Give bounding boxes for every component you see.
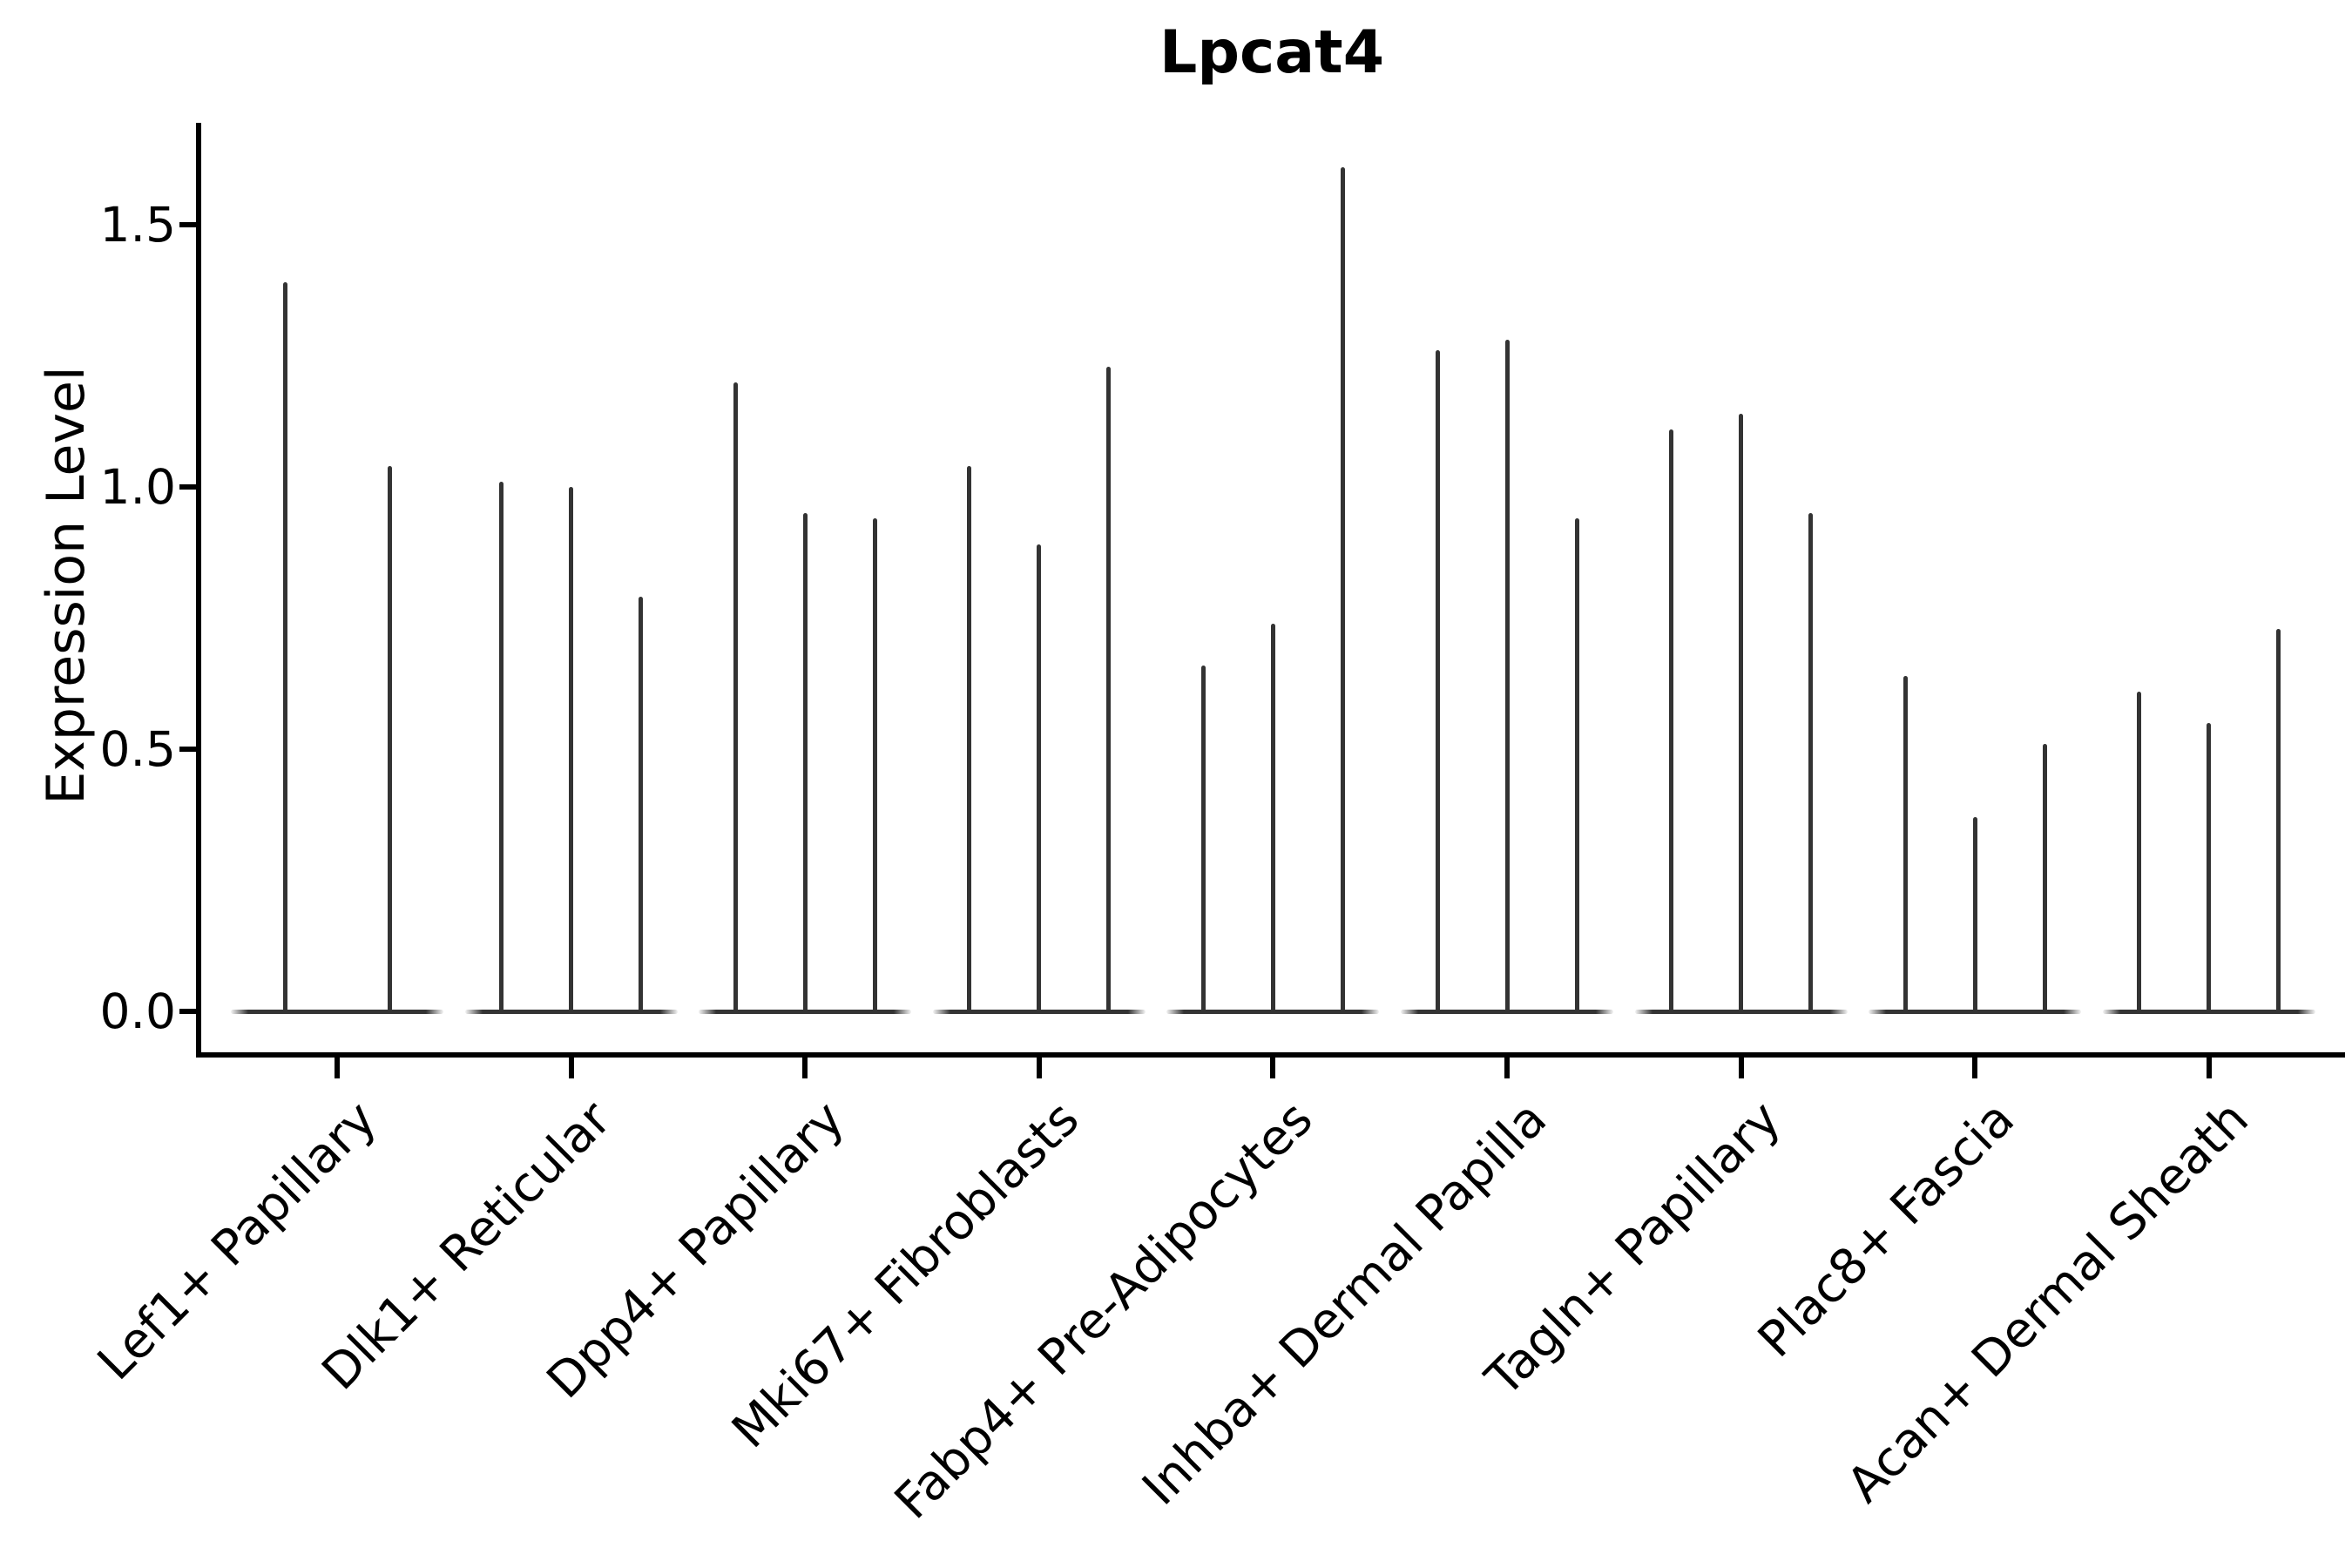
x-axis-category-label: Fabp4+ Pre-Adipocytes (883, 1091, 1324, 1531)
x-tick-mark (1036, 1058, 1042, 1078)
violin-spike (499, 481, 504, 1013)
x-axis-category-label: Acan+ Dermal Sheath (1836, 1091, 2260, 1514)
violin-spike (1037, 544, 1042, 1013)
violin-spike (569, 487, 574, 1013)
violin-spike (1808, 513, 1814, 1013)
violin-spike (2042, 743, 2047, 1013)
violin-spike (1504, 340, 1510, 1013)
violin-spike (1574, 518, 1579, 1013)
y-tick-mark (179, 222, 196, 227)
y-tick-mark (179, 747, 196, 752)
x-tick-mark (1738, 1058, 1744, 1078)
y-tick-label: 0.0 (99, 983, 176, 1039)
violin-spike (387, 465, 392, 1013)
violin-spike (733, 382, 738, 1013)
y-tick-label: 0.5 (99, 721, 176, 777)
violin-spike (2137, 691, 2142, 1013)
x-tick-mark (568, 1058, 574, 1078)
violin-base (231, 1009, 443, 1014)
violin-spike (872, 518, 877, 1013)
x-tick-mark (1504, 1058, 1510, 1078)
violin-spike (1739, 413, 1744, 1013)
violin-spike (1200, 665, 1206, 1013)
x-axis-spine (196, 1052, 2345, 1058)
violin-spike (967, 465, 972, 1013)
x-axis-category-label: Inhba+ Dermal Papilla (1132, 1091, 1558, 1517)
violin-spike (639, 597, 644, 1013)
y-tick-label: 1.5 (99, 197, 176, 253)
violin-spike (1106, 366, 1112, 1013)
violin-spike (1270, 623, 1275, 1013)
x-tick-mark (335, 1058, 340, 1078)
violin-spike (1340, 166, 1345, 1013)
violin-spike (1435, 350, 1440, 1013)
chart-title: Lpcat4 (1159, 18, 1385, 87)
y-tick-mark (179, 484, 196, 490)
violin-spike (282, 282, 287, 1013)
violin-spike (1972, 817, 1977, 1013)
y-tick-label: 1.0 (99, 459, 176, 515)
violin-spike (1903, 675, 1908, 1013)
x-tick-mark (2206, 1058, 2212, 1078)
violin-spike (2207, 722, 2212, 1013)
x-tick-mark (1270, 1058, 1276, 1078)
y-tick-mark (179, 1009, 196, 1014)
x-tick-mark (802, 1058, 808, 1078)
violin-spike (2276, 628, 2281, 1013)
y-axis-spine (196, 123, 201, 1058)
violin-spike (802, 513, 808, 1013)
x-tick-mark (1972, 1058, 1978, 1078)
violin-spike (1669, 429, 1674, 1013)
